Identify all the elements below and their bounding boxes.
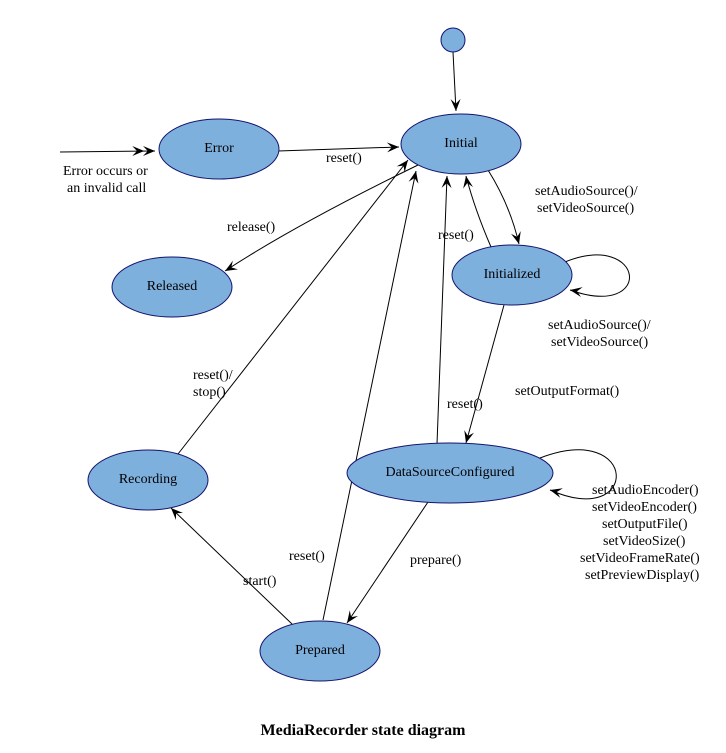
edge-label-dsc-prepared-0: prepare() xyxy=(410,553,462,568)
edge-label-sink-error-0: Error occurs or xyxy=(63,164,148,179)
arrowhead-initialized-self xyxy=(570,287,583,297)
edge-label-initial-initialized-1: setVideoSource() xyxy=(537,201,634,216)
edge-label-prepared-initial-0: reset() xyxy=(289,549,325,564)
state-diagram: Error Initial Released Initialized Recording… xyxy=(0,0,726,753)
start-state xyxy=(441,28,465,52)
state-label-prepared: Prepared xyxy=(295,643,345,658)
edge-prepared-recording xyxy=(171,508,292,624)
edge-label-dsc-self-4: setVideoFrameRate() xyxy=(580,551,700,566)
edge-label-initialized-dsc-0: setOutputFormat() xyxy=(515,384,620,399)
arrowhead-initial-released xyxy=(225,261,238,271)
edge-label-initial-initialized-0: setAudioSource()/ xyxy=(535,184,638,199)
edge-label-initialized-self-0: setAudioSource()/ xyxy=(548,318,651,333)
state-label-recording: Recording xyxy=(119,472,177,487)
edge-initial-initialized xyxy=(488,170,519,244)
edge-prepared-initial xyxy=(323,171,416,620)
diagram-title: MediaRecorder state diagram xyxy=(261,722,467,739)
edge-label-dsc-self-5: setPreviewDisplay() xyxy=(585,568,700,583)
edge-initial-released xyxy=(225,165,418,271)
state-label-error: Error xyxy=(204,141,234,156)
arrowhead-initialized-initial xyxy=(463,176,473,189)
state-label-initial: Initial xyxy=(444,136,478,151)
arrowhead-dsc-self xyxy=(550,488,563,498)
edge-label-dsc-self-1: setVideoEncoder() xyxy=(592,500,697,515)
arrowhead-dsc-prepared xyxy=(347,610,358,623)
edge-label-error-initial-0: reset() xyxy=(326,151,362,166)
edge-label-sink-error-1: an invalid call xyxy=(67,181,146,196)
edge-initialized-dsc xyxy=(466,305,504,443)
edge-label-dsc-self-2: setOutputFile() xyxy=(602,517,688,532)
edge-label-recording-initial-0: reset()/ xyxy=(193,368,233,383)
edge-label-dsc-self-0: setAudioEncoder() xyxy=(592,483,699,498)
edge-label-initial-released-0: release() xyxy=(227,220,276,235)
state-label-released: Released xyxy=(147,279,198,294)
edge-label-dsc-initial-0: reset() xyxy=(447,397,483,412)
edge-dsc-initial xyxy=(437,176,447,444)
edge-label-dsc-self-3: setVideoSize() xyxy=(603,534,686,549)
edge-label-initialized-self-1: setVideoSource() xyxy=(551,335,648,350)
state-label-dsc: DataSourceConfigured xyxy=(385,465,514,480)
edge-label-recording-initial-1: stop() xyxy=(193,385,226,400)
edge-label-prepared-recording-0: start() xyxy=(243,574,277,589)
edge-label-initialized-initial-0: reset() xyxy=(438,228,474,243)
state-label-initialized: Initialized xyxy=(484,267,541,282)
